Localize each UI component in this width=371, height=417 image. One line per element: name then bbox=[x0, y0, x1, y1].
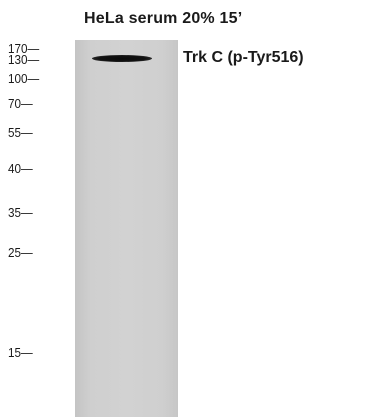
mw-marker-100: 100— bbox=[8, 71, 40, 86]
mw-marker-40: 40— bbox=[8, 161, 33, 176]
band-label: Trk C (p-Tyr516) bbox=[183, 49, 304, 66]
protein-band bbox=[92, 55, 152, 62]
sample-title: HeLa serum 20% 15’ bbox=[84, 10, 243, 27]
mw-marker-55: 55— bbox=[8, 125, 33, 140]
mw-marker-70: 70— bbox=[8, 96, 33, 111]
mw-marker-15: 15— bbox=[8, 345, 33, 360]
mw-marker-25: 25— bbox=[8, 245, 33, 260]
mw-marker-130: 130— bbox=[8, 52, 40, 67]
mw-marker-170: 170— bbox=[8, 41, 40, 56]
blot-lane bbox=[75, 40, 178, 417]
mw-marker-35: 35— bbox=[8, 205, 33, 220]
